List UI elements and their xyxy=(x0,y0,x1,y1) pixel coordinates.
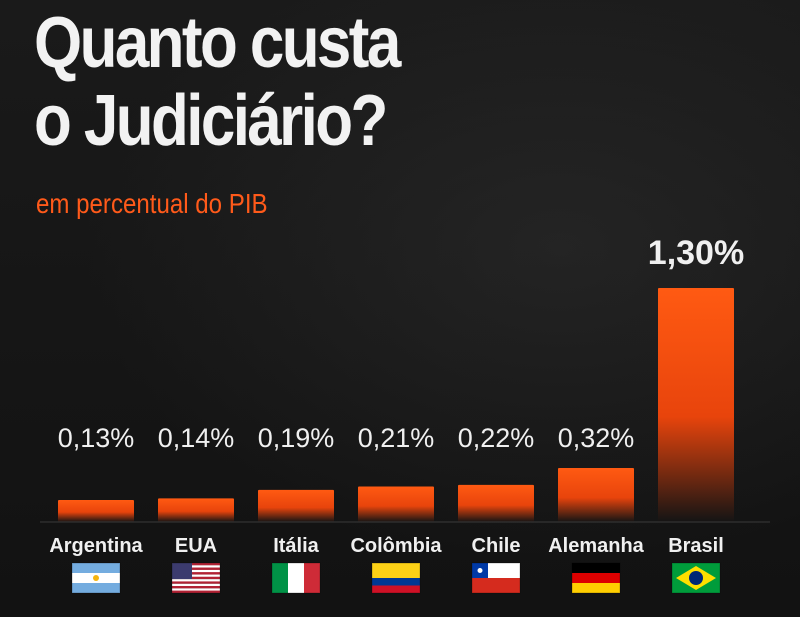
category-label: Itália xyxy=(273,535,319,557)
category-label: Alemanha xyxy=(548,535,644,557)
bar-alemanha xyxy=(558,468,634,522)
category-label: Argentina xyxy=(49,535,143,557)
value-label: 0,14% xyxy=(158,423,235,453)
value-label: 0,22% xyxy=(458,423,535,453)
value-label: 0,21% xyxy=(358,423,435,453)
category-label: Colômbia xyxy=(350,535,442,557)
usa-flag-icon xyxy=(171,562,221,594)
value-label: 1,30% xyxy=(648,234,744,272)
bar-chile xyxy=(458,484,534,522)
colombia-flag-icon xyxy=(371,562,421,594)
brazil-flag-icon xyxy=(671,562,721,594)
bar-itália xyxy=(258,489,334,522)
value-label: 0,13% xyxy=(58,423,135,453)
title-line-2: o Judiciário? xyxy=(34,81,388,161)
argentina-flag-icon xyxy=(71,562,121,594)
title-line-1: Quanto custa xyxy=(34,3,401,83)
chart-subtitle: em percentual do PIB xyxy=(36,188,268,219)
chart-title: Quanto custa o Judiciário? xyxy=(34,3,401,161)
category-label: Brasil xyxy=(668,535,724,557)
chile-flag-icon xyxy=(471,562,521,594)
bar-brasil xyxy=(658,288,734,522)
category-label: Chile xyxy=(472,535,521,557)
bar-argentina xyxy=(58,500,134,522)
germany-flag-icon xyxy=(571,562,621,594)
value-label: 0,32% xyxy=(558,423,635,453)
value-label: 0,19% xyxy=(258,423,335,453)
bar-colômbia xyxy=(358,486,434,522)
bar-eua xyxy=(158,498,234,522)
italy-flag-icon xyxy=(271,562,321,594)
category-label: EUA xyxy=(175,535,217,557)
